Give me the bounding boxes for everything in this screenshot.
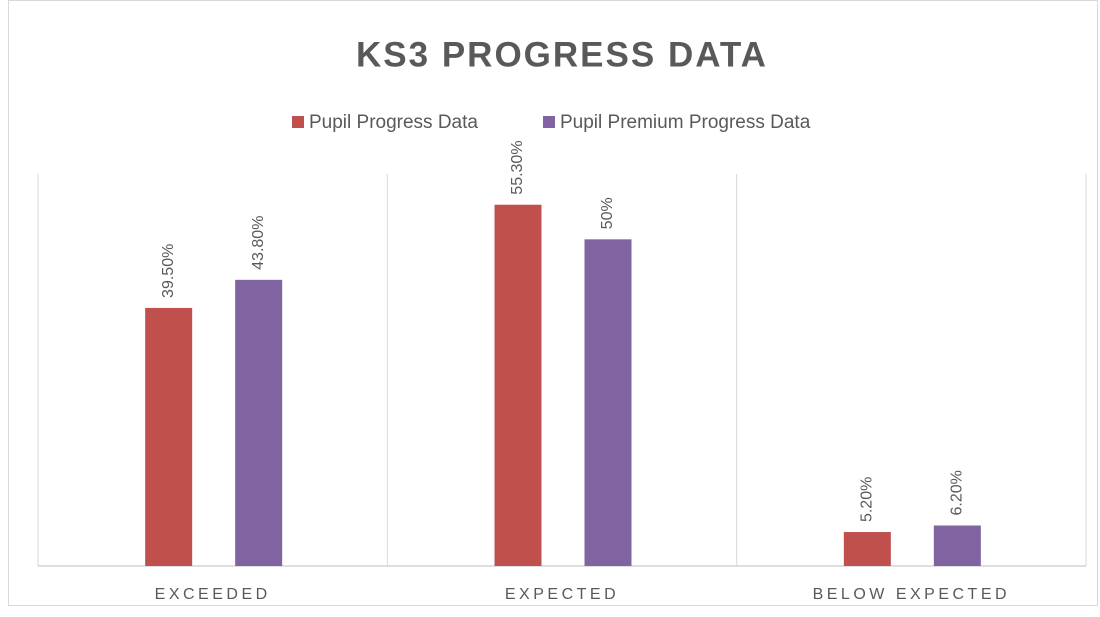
- x-tick-label: EXPECTED: [505, 586, 619, 603]
- bar: [145, 307, 193, 566]
- data-label: 5.20%: [859, 477, 876, 522]
- legend-swatch: [543, 116, 555, 128]
- bar: [235, 279, 283, 566]
- bar: [584, 239, 632, 567]
- bar: [843, 532, 891, 566]
- data-label: 43.80%: [250, 216, 267, 270]
- data-label: 55.30%: [509, 140, 526, 194]
- legend-label: Pupil Premium Progress Data: [560, 112, 811, 133]
- legend-swatch: [292, 116, 304, 128]
- bar: [933, 525, 981, 566]
- x-tick-label: BELOW EXPECTED: [813, 586, 1010, 603]
- bar: [494, 204, 542, 566]
- x-tick-label: EXCEEDED: [155, 586, 271, 603]
- data-label: 39.50%: [160, 244, 177, 298]
- data-label: 50%: [599, 197, 616, 229]
- legend-label: Pupil Progress Data: [309, 112, 478, 133]
- data-label: 6.20%: [949, 470, 966, 515]
- chart-title: KS3 PROGRESS DATA: [356, 35, 768, 74]
